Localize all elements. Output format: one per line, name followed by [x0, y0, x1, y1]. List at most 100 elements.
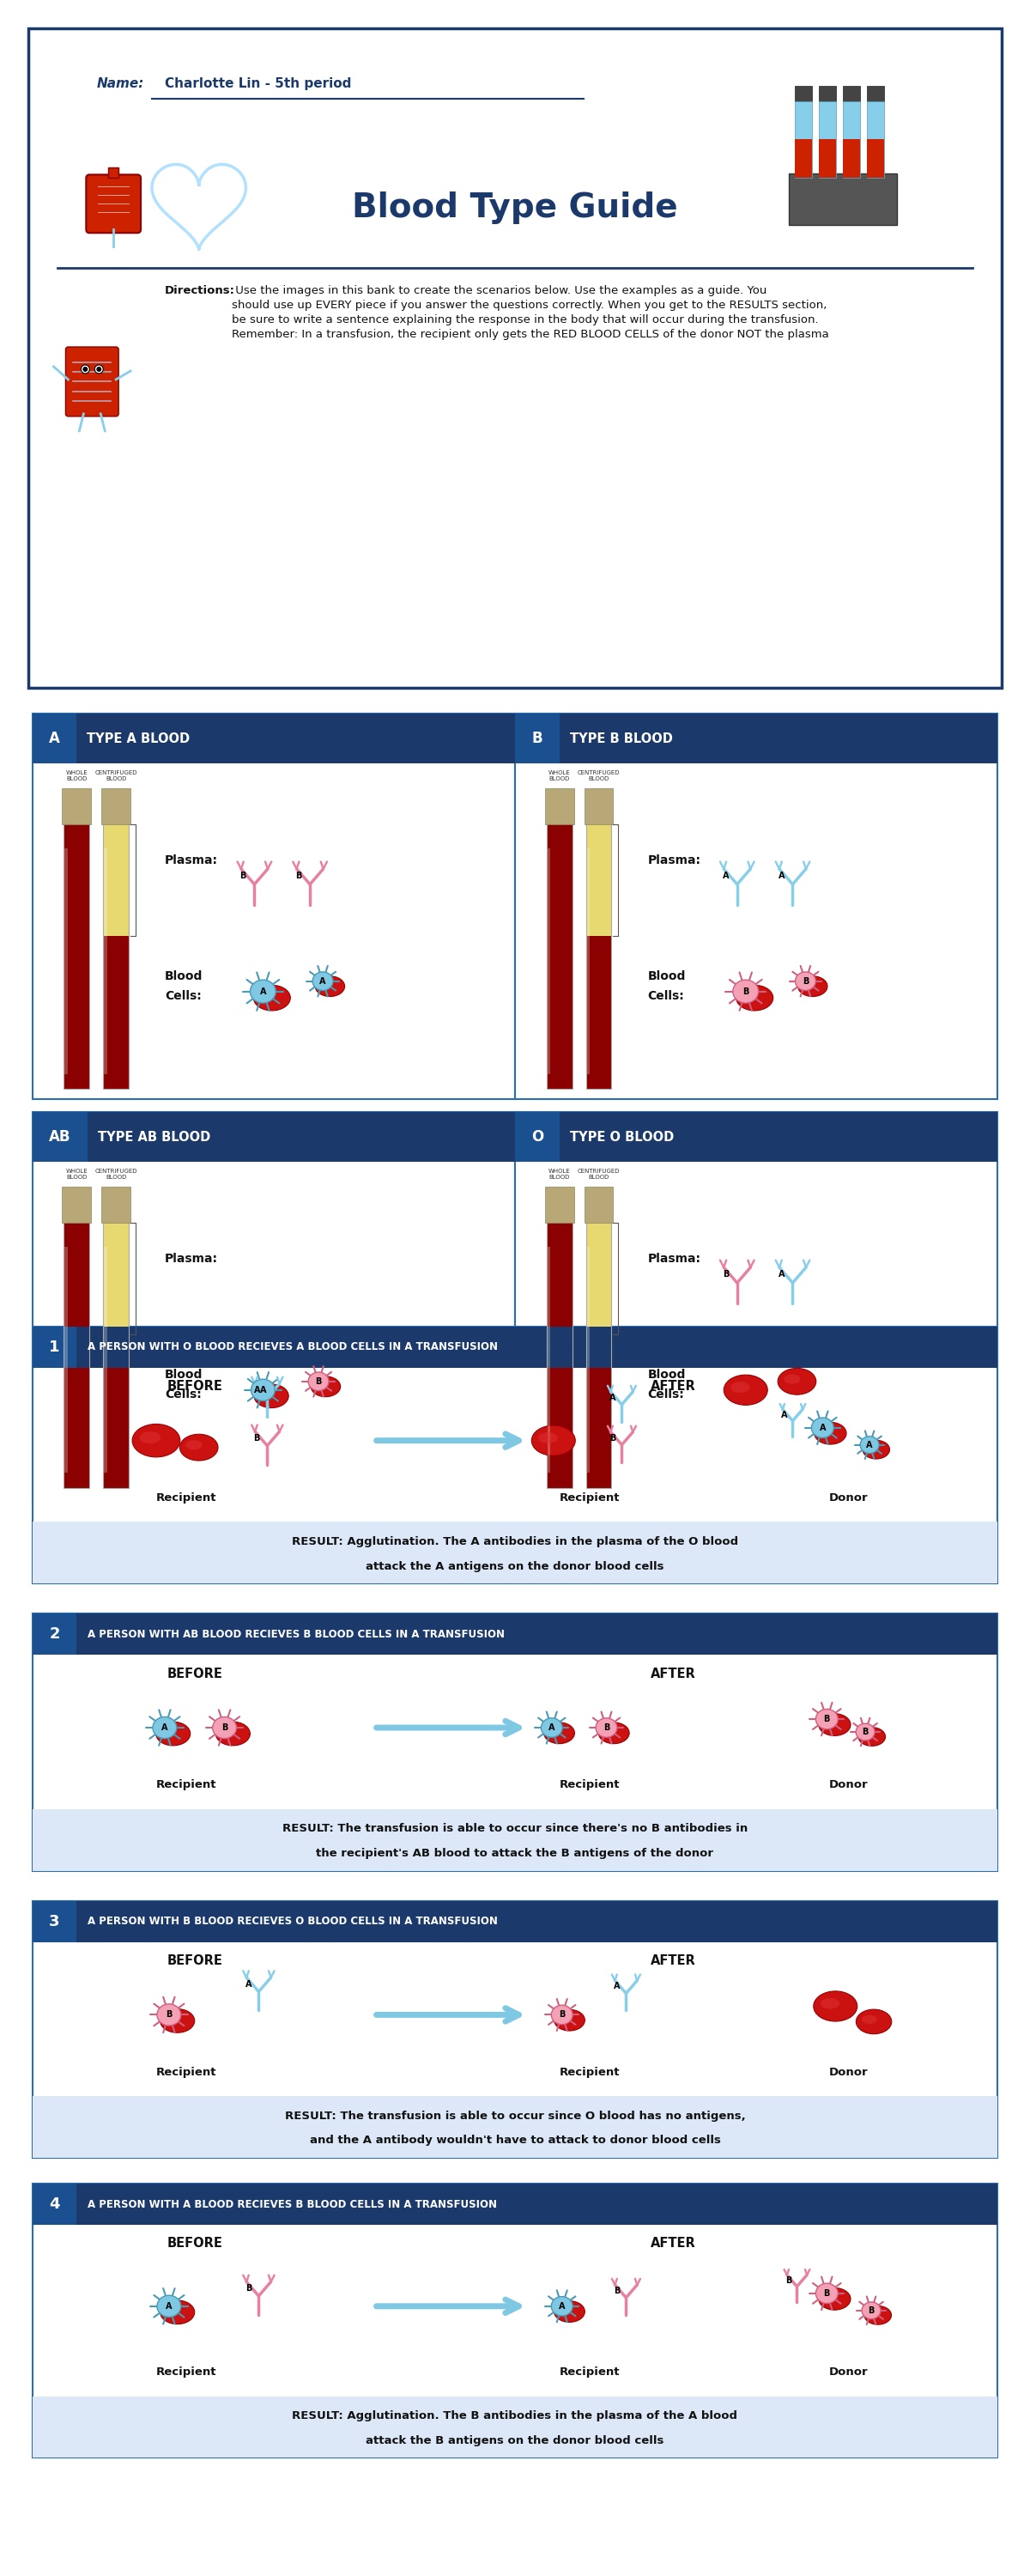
- Bar: [103, 1224, 129, 1334]
- Bar: [547, 819, 573, 1090]
- Bar: [819, 100, 836, 178]
- Ellipse shape: [541, 1718, 562, 1736]
- Text: Blood: Blood: [165, 971, 203, 981]
- Text: Donor: Donor: [828, 2367, 868, 2378]
- FancyBboxPatch shape: [87, 175, 141, 232]
- Text: B: B: [802, 976, 809, 987]
- Bar: [103, 1334, 129, 1489]
- Ellipse shape: [862, 2303, 881, 2318]
- Text: WHOLE
BLOOD: WHOLE BLOOD: [548, 1170, 571, 1180]
- Ellipse shape: [812, 1417, 833, 1437]
- Ellipse shape: [156, 1721, 191, 1747]
- Text: Donor: Donor: [828, 1492, 868, 1504]
- Bar: [32, 2396, 998, 2458]
- Text: B: B: [240, 871, 246, 881]
- Bar: [844, 85, 860, 100]
- Ellipse shape: [315, 1381, 329, 1388]
- Bar: [32, 1113, 515, 1499]
- Bar: [32, 1613, 998, 1654]
- Text: B: B: [245, 2285, 251, 2293]
- Ellipse shape: [604, 1728, 617, 1736]
- Text: BEFORE: BEFORE: [167, 2236, 222, 2249]
- Ellipse shape: [157, 2295, 181, 2316]
- Text: B: B: [296, 871, 302, 881]
- Bar: [32, 714, 515, 762]
- Text: 3: 3: [49, 1914, 60, 1929]
- Bar: [587, 848, 590, 1074]
- Text: Directions:: Directions:: [165, 286, 235, 296]
- Bar: [64, 1224, 90, 1489]
- Text: O: O: [531, 1128, 544, 1144]
- Ellipse shape: [212, 1716, 237, 1739]
- Text: Recipient: Recipient: [559, 2066, 620, 2079]
- Bar: [102, 788, 131, 824]
- Text: Blood: Blood: [648, 1368, 686, 1381]
- Ellipse shape: [736, 984, 774, 1010]
- Text: B: B: [785, 2277, 792, 2285]
- Text: Blood Type Guide: Blood Type Guide: [352, 191, 678, 224]
- Ellipse shape: [858, 1728, 886, 1747]
- Bar: [62, 788, 92, 824]
- Ellipse shape: [180, 1435, 218, 1461]
- Ellipse shape: [802, 981, 816, 989]
- Bar: [788, 173, 897, 224]
- Text: B: B: [824, 2290, 830, 2298]
- Ellipse shape: [185, 1440, 203, 1450]
- Text: B: B: [559, 2009, 565, 2020]
- Text: B: B: [723, 1270, 729, 1278]
- Ellipse shape: [260, 992, 275, 999]
- Bar: [586, 935, 612, 1090]
- Text: Use the images in this bank to create the scenarios below. Use the examples as a: Use the images in this bank to create th…: [232, 286, 828, 340]
- Bar: [64, 824, 90, 1090]
- Ellipse shape: [551, 2004, 573, 2025]
- Ellipse shape: [160, 2300, 195, 2324]
- Bar: [844, 100, 860, 178]
- Ellipse shape: [95, 366, 103, 374]
- Bar: [32, 1808, 998, 1870]
- Text: Cells:: Cells:: [165, 1388, 202, 1401]
- Ellipse shape: [554, 2300, 585, 2321]
- Text: Donor: Donor: [828, 1780, 868, 1790]
- Ellipse shape: [824, 2293, 837, 2300]
- Ellipse shape: [254, 1383, 288, 1409]
- Text: AFTER: AFTER: [650, 1381, 695, 1394]
- Bar: [515, 1113, 998, 1162]
- Ellipse shape: [166, 2306, 180, 2313]
- Text: and the A antibody wouldn't have to attack to donor blood cells: and the A antibody wouldn't have to atta…: [309, 2136, 721, 2146]
- Text: A: A: [614, 1981, 620, 1991]
- Ellipse shape: [724, 1376, 767, 1404]
- Text: A: A: [162, 1723, 168, 1731]
- Text: A: A: [260, 987, 266, 997]
- Bar: [545, 1188, 574, 1224]
- Text: 1: 1: [49, 1340, 60, 1355]
- Bar: [547, 1224, 573, 1489]
- Ellipse shape: [157, 2004, 181, 2025]
- Ellipse shape: [820, 1999, 839, 2009]
- Ellipse shape: [132, 1425, 180, 1458]
- Ellipse shape: [868, 2311, 881, 2316]
- Bar: [587, 1247, 590, 1473]
- Ellipse shape: [250, 979, 276, 1002]
- Bar: [102, 1188, 131, 1224]
- Text: A: A: [49, 732, 60, 747]
- Ellipse shape: [319, 981, 333, 989]
- Bar: [32, 2184, 998, 2226]
- Text: A: A: [166, 2303, 172, 2311]
- Text: B: B: [743, 987, 749, 997]
- Bar: [795, 100, 813, 178]
- Text: A: A: [866, 1440, 872, 1450]
- Text: RESULT: Agglutination. The B antibodies in the plasma of the A blood: RESULT: Agglutination. The B antibodies …: [293, 2411, 737, 2421]
- Bar: [867, 85, 884, 100]
- Text: A: A: [779, 1270, 785, 1278]
- Ellipse shape: [795, 971, 816, 989]
- Bar: [64, 819, 90, 1090]
- Bar: [32, 1113, 88, 1162]
- Ellipse shape: [221, 1726, 236, 1736]
- Bar: [103, 1216, 129, 1224]
- Ellipse shape: [798, 976, 827, 997]
- Bar: [32, 1327, 998, 1584]
- Ellipse shape: [867, 1445, 879, 1450]
- Ellipse shape: [819, 1427, 833, 1435]
- Bar: [586, 819, 612, 824]
- Bar: [32, 1522, 998, 1584]
